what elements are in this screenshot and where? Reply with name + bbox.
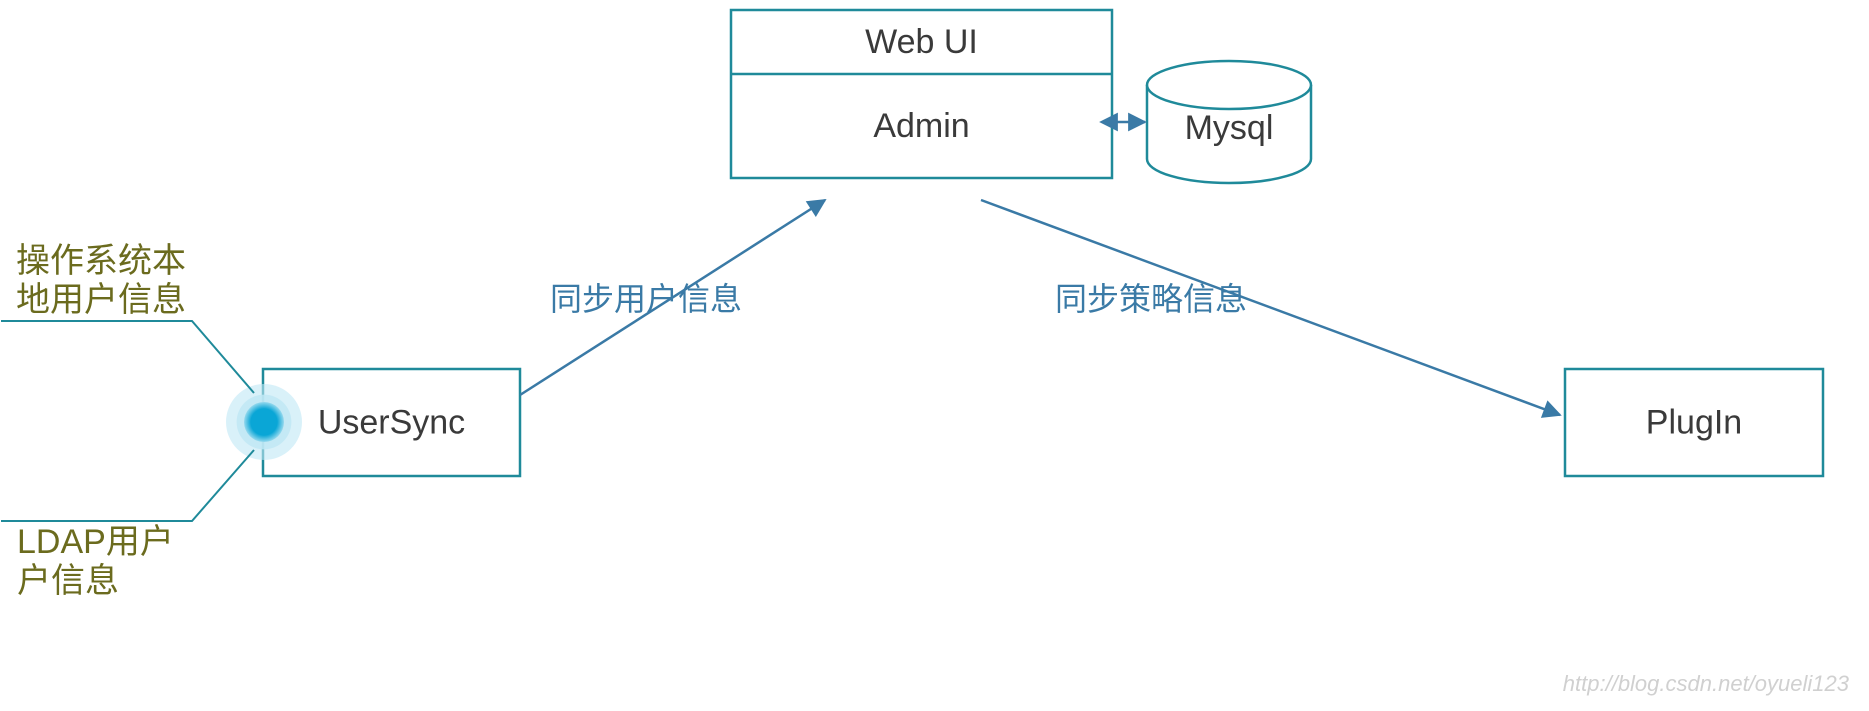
web-ui-label: Web UI: [865, 23, 978, 61]
usersync-label: UserSync: [318, 404, 465, 442]
inlet-bottom-label-1: LDAP用户: [17, 523, 174, 561]
inlet-top-label-2: 地用户信息: [16, 281, 186, 319]
inlet-top-path: [1, 321, 254, 393]
db-label: Mysql: [1185, 109, 1274, 147]
plugin-label: PlugIn: [1646, 404, 1742, 442]
inlet-top-label-1: 操作系统本: [16, 242, 186, 280]
usersync-admin-label: 同步用户信息: [550, 281, 742, 317]
db-cylinder-top: [1147, 61, 1311, 109]
admin-plugin-label: 同步策略信息: [1055, 281, 1247, 317]
inlet-bottom-path: [1, 450, 254, 521]
inlet-bottom-label-2: 户信息: [17, 562, 119, 600]
watermark: http://blog.csdn.net/oyueli123: [1563, 671, 1850, 696]
orb-icon: [244, 402, 284, 442]
admin-label: Admin: [873, 107, 969, 145]
